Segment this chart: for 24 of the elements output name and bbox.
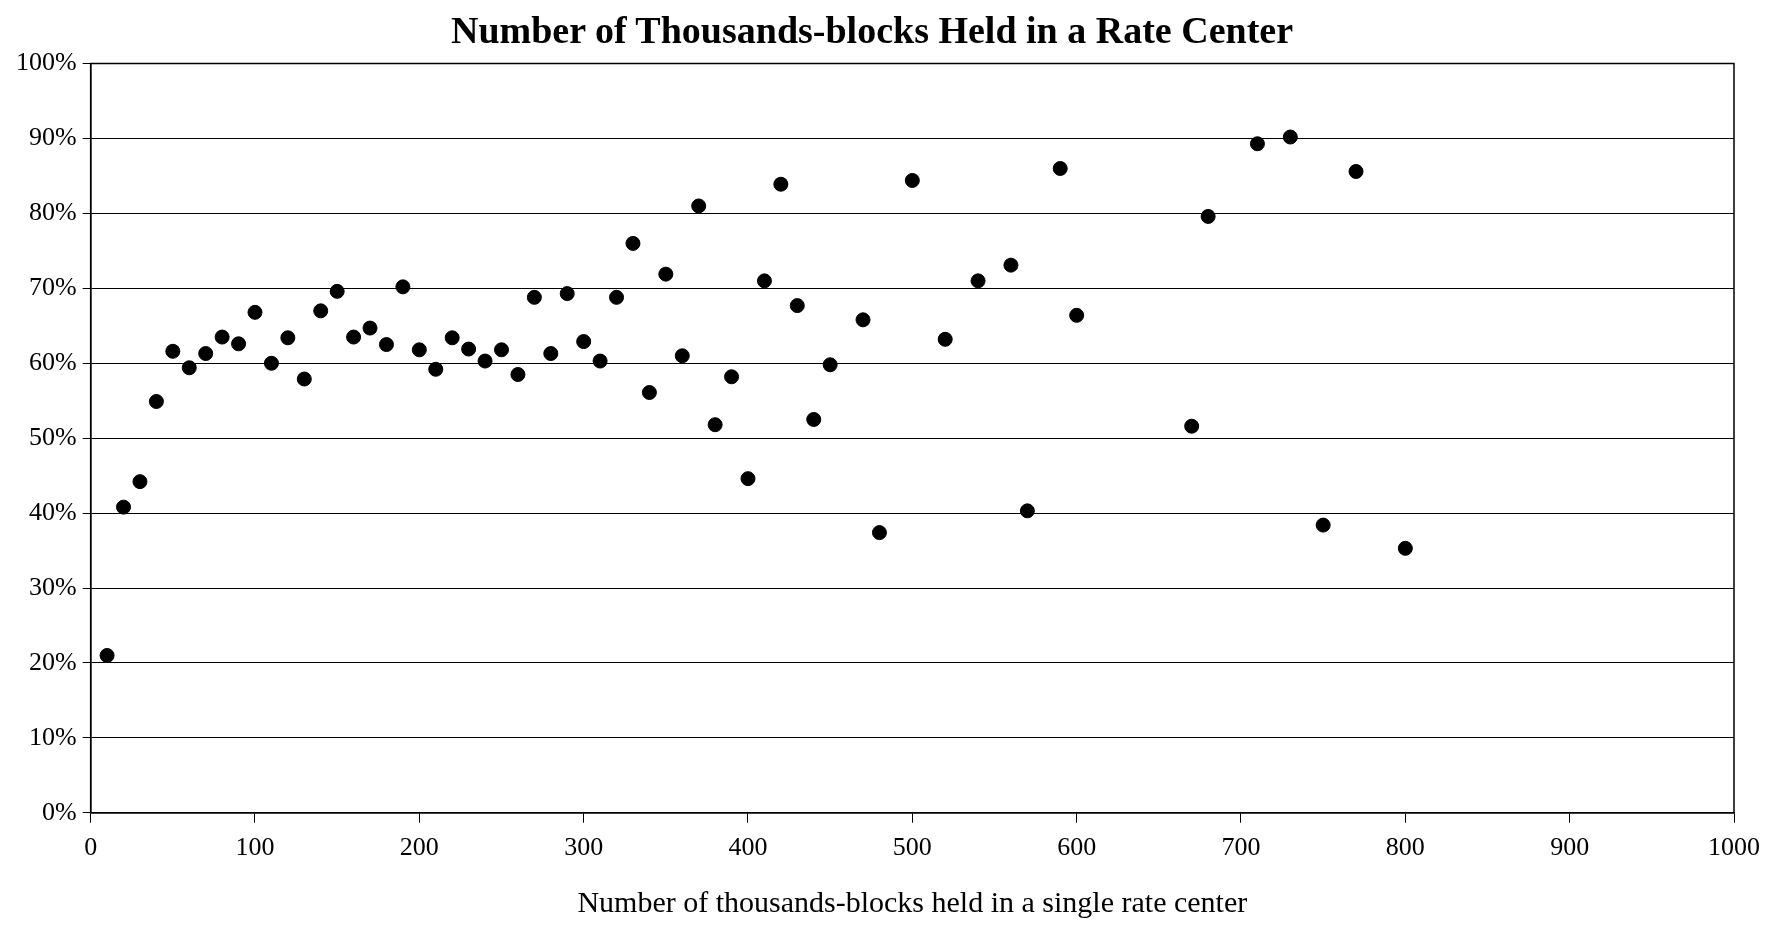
x-tick-label: 300 bbox=[564, 832, 604, 862]
y-tick-label: 50% bbox=[28, 422, 77, 452]
y-tick-label: 70% bbox=[28, 272, 77, 302]
x-axis-title: Number of thousands-blocks held in a single rate center bbox=[577, 884, 1248, 918]
x-tick-label: 1000 bbox=[1708, 832, 1760, 862]
x-tick-label: 600 bbox=[1057, 832, 1097, 862]
chart-title: Number of Thousands-blocks Held in a Rate Center bbox=[450, 8, 1294, 51]
y-tick-label: 20% bbox=[28, 646, 77, 676]
y-tick-label: 30% bbox=[28, 571, 77, 601]
y-tick-label: 10% bbox=[28, 721, 77, 751]
y-tick-label: 90% bbox=[28, 122, 77, 152]
y-tick-label: 60% bbox=[28, 347, 77, 377]
x-tick-label: 400 bbox=[728, 832, 768, 862]
y-tick-label: 0% bbox=[41, 796, 77, 826]
x-tick-label: 0 bbox=[84, 832, 98, 862]
y-tick-label: 80% bbox=[28, 197, 77, 227]
y-tick-label: 40% bbox=[28, 496, 77, 526]
y-tick-label: 100% bbox=[15, 47, 77, 77]
x-tick-label: 200 bbox=[399, 832, 439, 862]
x-tick-label: 800 bbox=[1385, 832, 1425, 862]
x-tick-label: 700 bbox=[1221, 832, 1261, 862]
x-tick-label: 100 bbox=[235, 832, 275, 862]
x-tick-label: 900 bbox=[1550, 832, 1590, 862]
x-tick-label: 500 bbox=[892, 832, 932, 862]
